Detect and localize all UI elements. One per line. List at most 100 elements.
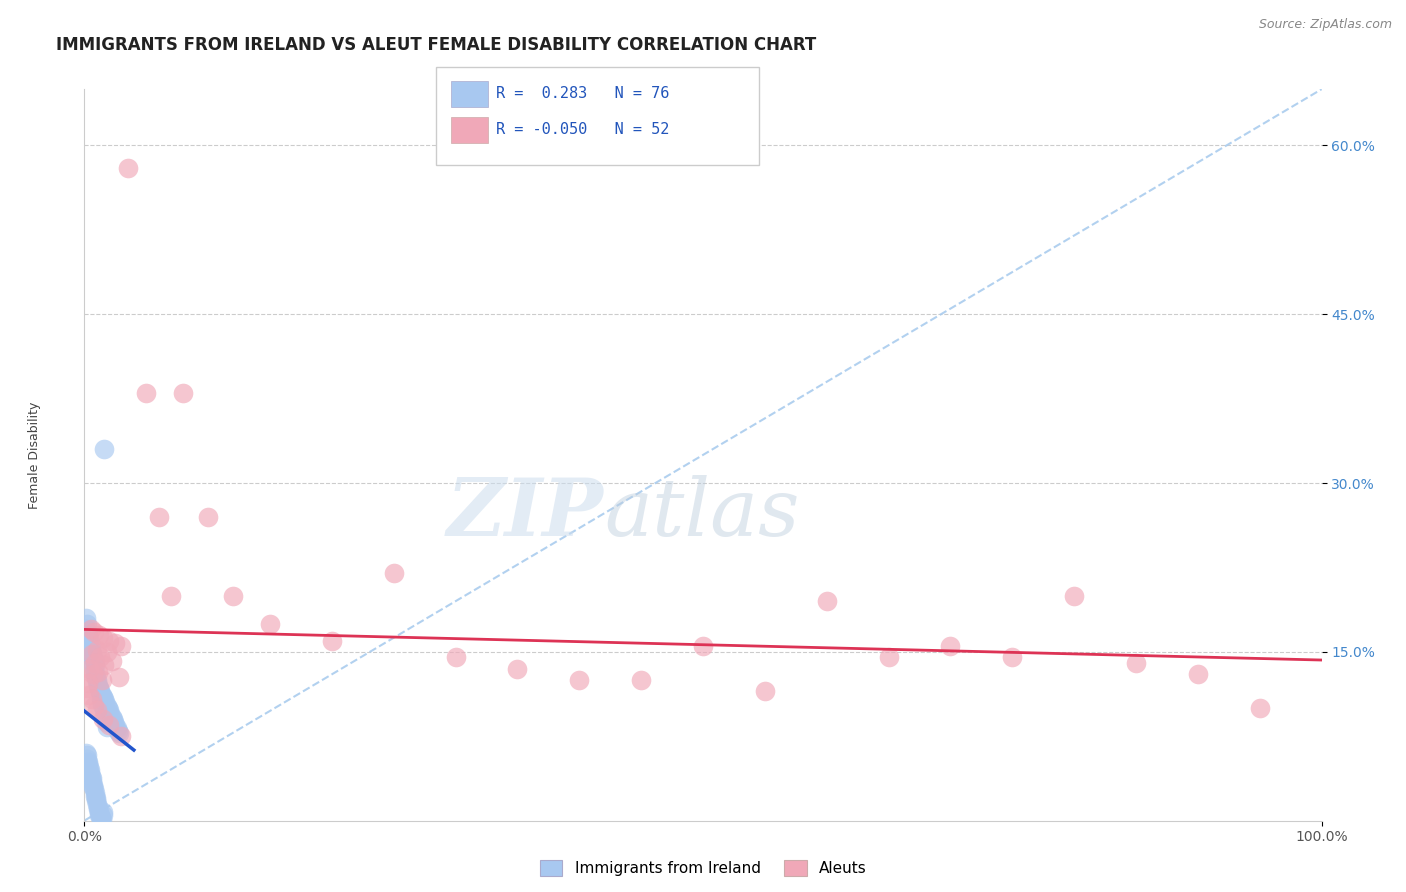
Point bbox=[1249, 701, 1271, 715]
Point bbox=[79, 636, 101, 650]
Point bbox=[76, 748, 98, 763]
Point bbox=[96, 720, 118, 734]
Point bbox=[84, 670, 107, 684]
Point bbox=[110, 729, 132, 743]
Point bbox=[82, 778, 104, 792]
Point bbox=[83, 653, 105, 667]
Point bbox=[89, 686, 111, 700]
Text: IMMIGRANTS FROM IRELAND VS ALEUT FEMALE DISABILITY CORRELATION CHART: IMMIGRANTS FROM IRELAND VS ALEUT FEMALE … bbox=[56, 36, 817, 54]
Point bbox=[98, 633, 121, 648]
Point bbox=[135, 386, 157, 401]
Point bbox=[93, 703, 115, 717]
Legend: Immigrants from Ireland, Aleuts: Immigrants from Ireland, Aleuts bbox=[533, 855, 873, 882]
Point bbox=[89, 684, 111, 698]
Point bbox=[82, 656, 104, 670]
Point bbox=[172, 386, 194, 401]
Point bbox=[939, 639, 962, 653]
Point bbox=[77, 676, 100, 690]
Point bbox=[104, 718, 127, 732]
Point bbox=[877, 650, 900, 665]
Point bbox=[382, 566, 405, 580]
Point bbox=[100, 654, 122, 668]
Point bbox=[101, 712, 124, 726]
Point bbox=[76, 681, 98, 695]
Point bbox=[87, 802, 110, 816]
Point bbox=[75, 746, 97, 760]
Point bbox=[86, 797, 108, 811]
Point bbox=[107, 723, 129, 738]
Point bbox=[84, 789, 107, 803]
Point bbox=[79, 763, 101, 777]
Point bbox=[89, 808, 111, 822]
Point bbox=[103, 714, 125, 729]
Point bbox=[80, 647, 103, 661]
Point bbox=[90, 692, 112, 706]
Point bbox=[108, 670, 131, 684]
Point bbox=[89, 681, 111, 695]
Text: atlas: atlas bbox=[605, 475, 800, 552]
Point bbox=[86, 793, 108, 807]
Point bbox=[87, 679, 110, 693]
Point bbox=[692, 639, 714, 653]
Point bbox=[93, 658, 115, 673]
Text: R = -0.050   N = 52: R = -0.050 N = 52 bbox=[496, 122, 669, 136]
Point bbox=[259, 616, 281, 631]
Point bbox=[630, 673, 652, 687]
Point bbox=[82, 647, 104, 661]
Point bbox=[160, 589, 183, 603]
Point bbox=[110, 639, 132, 653]
Point bbox=[80, 771, 103, 785]
Point bbox=[754, 684, 776, 698]
Point bbox=[79, 662, 101, 676]
Point bbox=[83, 662, 105, 676]
Text: R =  0.283   N = 76: R = 0.283 N = 76 bbox=[496, 87, 669, 101]
Text: ZIP: ZIP bbox=[447, 475, 605, 552]
Point bbox=[91, 632, 114, 646]
Point bbox=[79, 766, 101, 780]
Point bbox=[80, 769, 103, 783]
Point bbox=[77, 632, 100, 646]
Point bbox=[94, 696, 117, 710]
Point bbox=[75, 623, 97, 637]
Point bbox=[93, 692, 115, 706]
Point bbox=[77, 628, 100, 642]
Point bbox=[87, 681, 110, 695]
Point bbox=[117, 161, 139, 175]
Point bbox=[83, 782, 105, 797]
Text: Female Disability: Female Disability bbox=[28, 401, 41, 508]
Point bbox=[90, 810, 112, 824]
Point bbox=[84, 667, 107, 681]
Point bbox=[83, 785, 105, 799]
Point bbox=[1125, 656, 1147, 670]
Point bbox=[87, 665, 110, 679]
Point bbox=[80, 641, 103, 656]
Point bbox=[76, 624, 98, 639]
Point bbox=[105, 722, 128, 736]
Point bbox=[83, 624, 105, 639]
Point bbox=[84, 656, 107, 670]
Point bbox=[80, 692, 103, 706]
Point bbox=[91, 690, 114, 704]
Point bbox=[98, 718, 121, 732]
Point bbox=[89, 628, 111, 642]
Point bbox=[815, 594, 838, 608]
Point bbox=[76, 752, 98, 766]
Point bbox=[91, 698, 114, 712]
Point bbox=[97, 701, 120, 715]
Point bbox=[444, 650, 467, 665]
Point bbox=[87, 800, 110, 814]
Point bbox=[90, 811, 112, 825]
Point bbox=[94, 714, 117, 729]
Point bbox=[91, 712, 114, 726]
Point bbox=[82, 667, 104, 681]
Point bbox=[79, 645, 101, 659]
Point bbox=[77, 757, 100, 772]
Point bbox=[90, 673, 112, 687]
Point bbox=[86, 703, 108, 717]
Point bbox=[84, 791, 107, 805]
Point bbox=[79, 639, 101, 653]
Point bbox=[89, 809, 111, 823]
Point bbox=[90, 813, 112, 827]
Point bbox=[86, 675, 108, 690]
Point bbox=[86, 673, 108, 687]
